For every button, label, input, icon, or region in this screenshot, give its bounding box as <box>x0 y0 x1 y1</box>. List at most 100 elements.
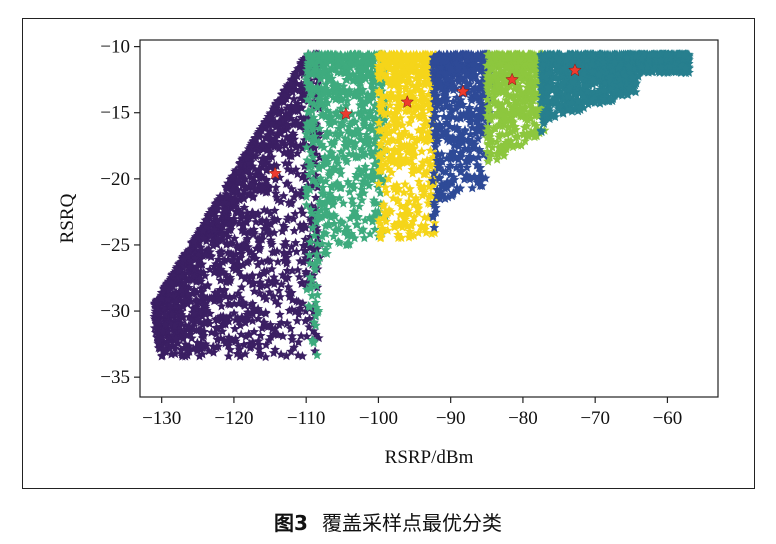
data-point <box>182 324 193 334</box>
data-point <box>227 171 238 181</box>
data-point <box>234 316 245 326</box>
data-point <box>307 222 318 233</box>
data-point <box>325 115 335 125</box>
data-point <box>342 88 353 98</box>
data-point <box>335 164 346 174</box>
data-point <box>350 152 361 162</box>
data-point <box>301 191 312 202</box>
data-point <box>320 220 331 231</box>
data-point <box>383 173 394 184</box>
data-point <box>301 200 312 210</box>
data-point <box>326 137 337 147</box>
data-point <box>295 112 306 122</box>
data-point <box>297 277 308 287</box>
data-point <box>258 292 269 302</box>
data-point <box>292 315 303 326</box>
data-point <box>318 68 329 79</box>
data-point <box>225 224 236 234</box>
data-point <box>182 267 193 278</box>
data-point <box>315 56 325 66</box>
data-point <box>274 172 285 182</box>
data-point <box>282 214 293 225</box>
data-point <box>305 117 315 128</box>
data-point <box>203 345 214 356</box>
data-point <box>293 337 304 347</box>
data-point <box>306 56 317 67</box>
data-point <box>290 208 301 219</box>
data-point <box>270 174 281 184</box>
data-point <box>170 300 181 310</box>
data-point <box>278 95 289 105</box>
data-point <box>361 61 372 72</box>
data-point <box>317 182 328 192</box>
data-point <box>211 322 222 332</box>
data-point <box>254 237 265 248</box>
data-point <box>371 127 381 138</box>
data-point <box>223 276 234 286</box>
data-point <box>236 282 247 292</box>
data-point <box>327 77 338 88</box>
data-point <box>318 51 329 61</box>
data-point <box>201 249 211 260</box>
data-point <box>194 351 205 361</box>
data-point <box>239 339 249 349</box>
data-point <box>289 225 300 236</box>
data-point <box>274 128 285 138</box>
data-point <box>270 344 281 354</box>
data-point <box>267 239 277 249</box>
data-point <box>204 293 215 303</box>
data-point <box>336 182 346 193</box>
data-point <box>247 308 258 318</box>
data-point <box>246 179 257 190</box>
data-point <box>286 183 297 194</box>
data-point <box>214 269 224 280</box>
data-point <box>322 74 333 84</box>
data-point <box>268 135 279 146</box>
data-point <box>344 239 355 249</box>
data-point <box>153 342 164 353</box>
data-point <box>278 240 289 250</box>
data-point <box>316 139 327 149</box>
data-point <box>359 232 370 243</box>
data-point <box>271 160 282 171</box>
data-point <box>272 256 283 267</box>
data-point <box>311 179 322 189</box>
data-point <box>319 190 330 200</box>
data-point <box>294 271 305 282</box>
data-point <box>246 172 257 182</box>
data-point <box>284 291 295 302</box>
data-point <box>192 344 203 354</box>
data-point <box>197 349 208 359</box>
data-point <box>236 248 247 258</box>
data-point <box>314 199 325 209</box>
data-point <box>199 299 210 309</box>
data-point <box>318 227 329 238</box>
data-point <box>300 306 311 316</box>
data-point <box>293 309 304 319</box>
data-point <box>300 315 311 326</box>
data-point <box>157 350 168 360</box>
data-point <box>326 85 337 95</box>
data-point <box>328 162 339 172</box>
data-point <box>215 191 226 201</box>
data-point <box>267 119 278 130</box>
data-point <box>293 63 303 74</box>
cluster-2 <box>301 49 391 360</box>
data-point <box>272 195 283 205</box>
data-point <box>236 245 247 255</box>
data-point <box>251 253 262 263</box>
data-point <box>274 319 285 330</box>
data-point <box>256 170 267 181</box>
data-point <box>290 102 301 113</box>
data-point <box>215 264 226 274</box>
data-point <box>227 255 238 265</box>
data-point <box>262 186 273 197</box>
data-point <box>208 347 219 357</box>
data-point <box>239 193 249 204</box>
data-point <box>254 270 265 280</box>
data-point <box>333 236 344 246</box>
data-point <box>256 123 267 134</box>
data-point <box>346 52 357 62</box>
data-point <box>304 169 314 179</box>
